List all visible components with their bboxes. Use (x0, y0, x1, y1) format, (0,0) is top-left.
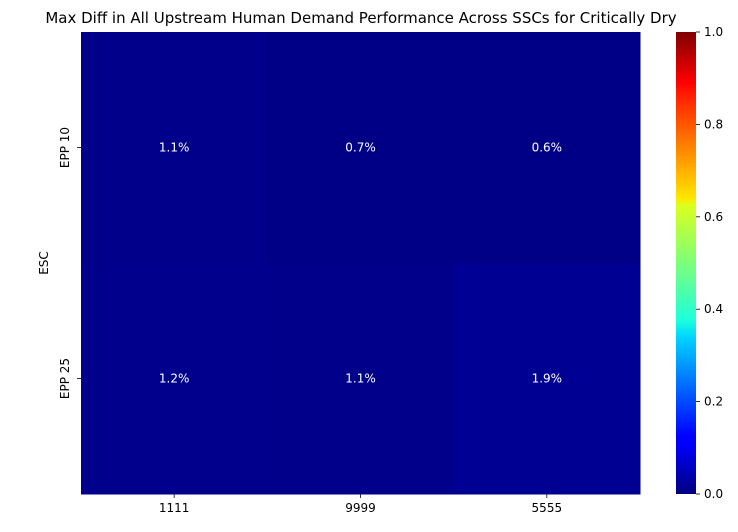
cell-annotation: 0.6% (532, 141, 563, 155)
heatmap-cell (453, 263, 641, 495)
x-axis: 1111 9999 5555 (159, 494, 562, 515)
chart-title: Max Diff in All Upstream Human Demand Pe… (45, 9, 676, 27)
heatmap-cell (81, 263, 268, 495)
cell-annotation: 0.7% (345, 141, 376, 155)
cell-annotation: 1.9% (532, 372, 563, 386)
x-tick-label: 9999 (345, 501, 376, 515)
x-tick-label: 5555 (532, 501, 563, 515)
y-tick-label: EPP 10 (58, 127, 72, 168)
heatmap-cell (453, 32, 641, 264)
colorbar: 0.0 0.2 0.4 0.6 0.8 1.0 (676, 25, 723, 501)
colorbar-tick-label: 1.0 (704, 25, 723, 39)
heatmap-annotations: 1.1% 0.7% 0.6% 1.2% 1.1% 1.9% (159, 141, 562, 386)
colorbar-tick-label: 0.4 (704, 302, 723, 316)
heatmap-cell (81, 32, 268, 264)
colorbar-tick-label: 0.2 (704, 395, 723, 409)
heatmap-cell (267, 32, 455, 264)
colorbar-tick-label: 0.8 (704, 117, 723, 131)
heatmap-cell (267, 263, 455, 495)
colorbar-tick-label: 0.6 (704, 210, 723, 224)
heatmap-cells (81, 32, 641, 495)
colorbar-gradient (676, 32, 696, 494)
y-axis: EPP 10 EPP 25 (58, 127, 81, 399)
cell-annotation: 1.1% (345, 372, 376, 386)
cell-annotation: 1.1% (159, 141, 190, 155)
y-tick-label: EPP 25 (58, 358, 72, 399)
colorbar-ticks: 0.0 0.2 0.4 0.6 0.8 1.0 (696, 25, 723, 501)
cell-annotation: 1.2% (159, 372, 190, 386)
colorbar-tick-label: 0.0 (704, 487, 723, 501)
x-tick-label: 1111 (159, 501, 190, 515)
y-axis-label: ESC (37, 251, 51, 275)
